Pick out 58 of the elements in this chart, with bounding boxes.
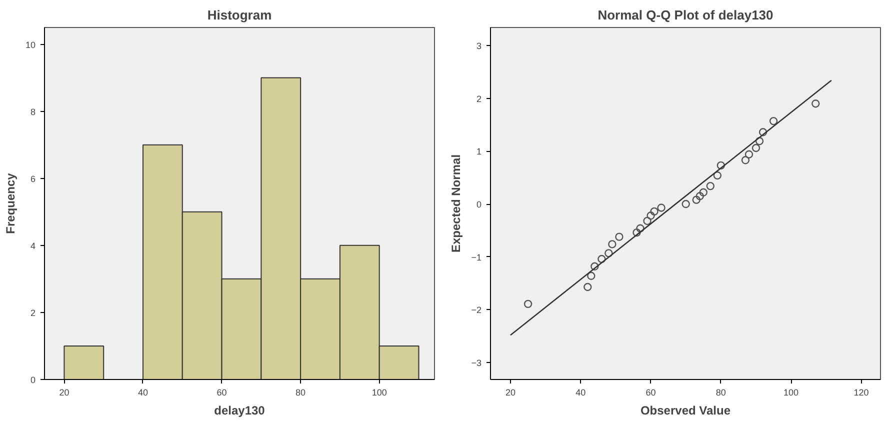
y-tick-label: 10	[25, 40, 36, 50]
point	[682, 200, 690, 208]
y-tick-label: 4	[30, 240, 36, 251]
point	[716, 161, 726, 170]
y-tick-label: 8	[30, 106, 36, 117]
point	[632, 228, 641, 237]
y-tick-label: 3	[476, 40, 482, 51]
x-axis-title: delay130	[214, 404, 266, 418]
y-tick-label: 0	[30, 375, 36, 385]
y-tick-label: 2	[476, 94, 482, 104]
point	[657, 204, 666, 212]
point	[650, 207, 658, 216]
point	[587, 272, 596, 280]
point	[744, 150, 754, 158]
point	[752, 144, 760, 152]
y-tick-label: −2	[471, 305, 482, 316]
point	[692, 196, 700, 204]
y-tick-label: 1	[476, 146, 482, 157]
x-tick-label: 80	[296, 388, 306, 398]
x-tick-label: 60	[216, 388, 227, 398]
x-tick-label: 100	[784, 388, 799, 398]
point	[755, 137, 764, 146]
y-axis-title: Frequency	[3, 172, 18, 234]
x-tick-label: 40	[576, 388, 586, 398]
point	[590, 262, 599, 270]
point	[643, 216, 652, 226]
point	[604, 249, 613, 258]
y-tick-label: −1	[471, 252, 482, 262]
chart-title: Normal Q-Q Plot of delay130	[598, 8, 774, 22]
point	[584, 282, 592, 292]
x-tick-label: 120	[854, 388, 869, 398]
y-tick-label: −3	[471, 358, 482, 368]
point	[769, 116, 778, 126]
x-tick-label: 20	[505, 388, 516, 398]
point	[615, 232, 624, 241]
y-axis-title: Expected Normal	[449, 154, 464, 253]
x-tick-label: 20	[59, 388, 70, 398]
y-tick-label: 2	[30, 308, 36, 318]
chart-title: Histogram	[207, 8, 272, 22]
x-tick-label: 40	[138, 388, 148, 398]
point	[741, 156, 750, 164]
x-tick-label: 80	[716, 388, 726, 398]
point	[699, 188, 708, 196]
y-tick-label: 6	[30, 174, 36, 184]
point	[608, 240, 616, 248]
point	[646, 212, 655, 220]
x-axis-title: Observed Value	[640, 404, 731, 418]
point	[696, 192, 704, 200]
point	[524, 300, 532, 308]
point	[598, 254, 606, 264]
point	[706, 182, 714, 190]
y-tick-label: 0	[476, 200, 482, 210]
point	[758, 128, 768, 136]
point	[636, 224, 644, 232]
point	[812, 100, 820, 108]
point	[713, 171, 722, 180]
x-tick-label: 60	[646, 388, 656, 398]
x-tick-label: 100	[372, 388, 387, 398]
